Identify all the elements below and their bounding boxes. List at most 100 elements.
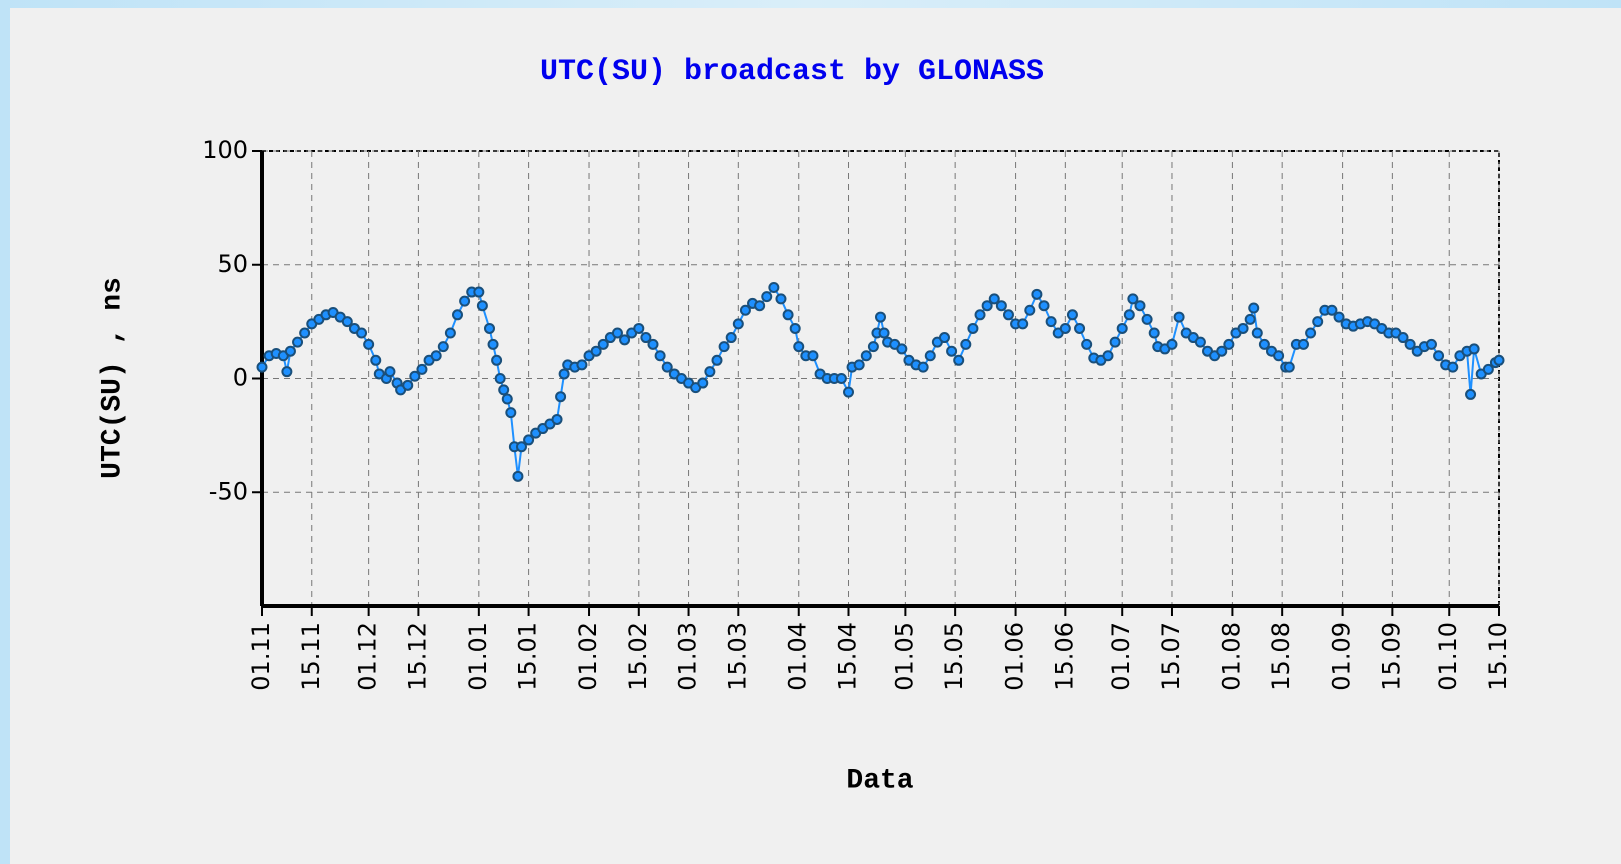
data-point [430,350,442,362]
data-point [981,300,993,312]
y-axis-label: UTC(SU) , ns [97,277,128,479]
data-point [924,350,936,362]
data-point [476,300,488,312]
data-point [292,336,304,348]
data-point [402,379,414,391]
data-point [1468,343,1480,355]
data-point [341,316,353,328]
x-tick-label: 01.10 [1434,622,1462,691]
data-point [1305,327,1317,339]
data-point [725,332,737,344]
data-point [1173,311,1185,323]
data-point [1248,302,1260,314]
data-point [515,441,527,453]
data-point [555,391,567,403]
data-point [416,363,428,375]
data-point [1397,332,1409,344]
x-tick-label: 15.04 [834,622,862,691]
data-point [558,368,570,380]
data-point [768,282,780,293]
y-tick-label: -50 [209,477,248,505]
data-point [1081,338,1093,350]
x-tick-label: 01.06 [1001,622,1029,691]
data-point [1465,388,1477,400]
x-tick-label: 01.01 [464,622,492,691]
x-axis-label: Data [846,765,913,796]
data-point [1066,309,1078,321]
data-point [1134,300,1146,312]
data-point [1433,350,1445,362]
x-tick-label: 15.07 [1157,622,1185,691]
data-point [1059,322,1071,334]
data-point [1045,316,1057,328]
data-point [754,300,766,312]
data-point [619,334,631,346]
data-point [1482,363,1494,375]
data-point [444,327,456,339]
x-tick-label: 15.05 [940,622,968,691]
x-tick-label: 01.05 [890,622,918,691]
data-point [896,343,908,355]
data-point [711,354,723,366]
data-point [1031,288,1043,300]
data-point [654,350,666,362]
data-point [356,327,368,339]
x-tick-label: 15.10 [1484,622,1512,691]
data-point [473,286,485,298]
data-point [1148,327,1160,339]
data-point [843,386,855,398]
data-point [967,322,979,334]
data-point [409,370,421,382]
data-point [704,366,716,378]
y-tick-label: 0 [233,364,248,392]
data-point [452,309,464,321]
data-point [1216,345,1228,357]
data-point [523,434,535,446]
data-point [1024,304,1036,316]
x-tick-label: 15.06 [1050,622,1078,691]
x-tick-label: 15.11 [297,622,325,691]
x-tick-label: 15.08 [1267,622,1295,691]
data-point [1493,354,1505,366]
data-point [498,384,510,396]
data-point [1074,322,1086,334]
data-point [1251,327,1263,339]
x-tick-label: 01.07 [1107,622,1135,691]
data-point [878,327,890,339]
data-point [1102,350,1114,362]
data-point [590,345,602,357]
data-point [370,354,382,366]
data-point [281,366,293,378]
data-point [1194,336,1206,348]
x-tick-label: 01.04 [784,622,812,691]
data-point [938,332,950,344]
data-point [611,327,623,339]
x-tick-label: 15.09 [1377,622,1405,691]
data-point [1166,338,1178,350]
x-tick-label: 15.02 [624,622,652,691]
data-point [739,304,751,316]
data-point [793,341,805,353]
data-point [487,338,499,350]
data-point [1109,336,1121,348]
x-tick-label: 15.01 [514,622,542,691]
data-point [1223,338,1235,350]
data-point [505,407,517,419]
data-point [1273,350,1285,362]
data-point [363,338,375,350]
data-point [437,341,449,353]
data-point [1123,309,1135,321]
data-point [718,341,730,353]
x-tick-label: 01.03 [674,622,702,691]
data-point [1116,322,1128,334]
data-point [1127,293,1139,305]
data-point [789,322,801,334]
data-point [995,300,1007,312]
data-point [1404,338,1416,350]
data-point [974,309,986,321]
data-point [1297,338,1309,350]
data-point [576,359,588,371]
data-point [661,361,673,373]
